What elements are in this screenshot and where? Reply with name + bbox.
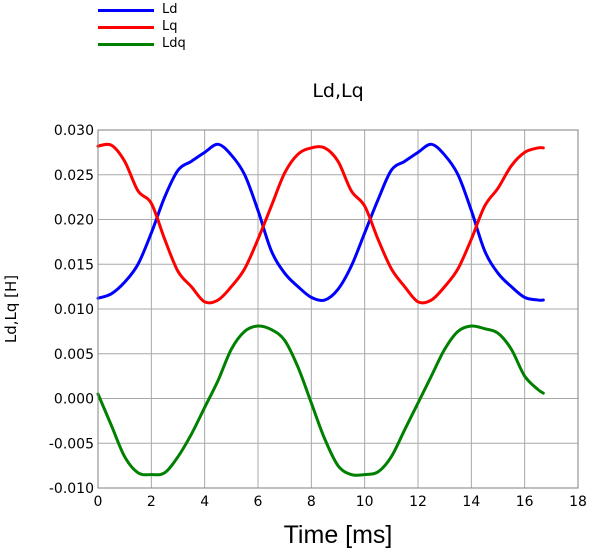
legend-swatch-ldq [98, 43, 154, 46]
y-tick-label: 0.000 [54, 392, 94, 408]
x-tick-label: 18 [569, 494, 587, 510]
x-tick-label: 14 [462, 494, 480, 510]
legend-label-ld: Ld [162, 2, 178, 17]
axes-layer: 0 2 4 6 8 10 12 14 16 18 -0.010 -0.005 0.000 0.005 0.0… [49, 123, 587, 510]
plot-border [97, 129, 579, 489]
series-line-ld [96, 142, 545, 303]
y-tick-label: 0.025 [54, 168, 94, 184]
x-tick-label: 16 [516, 494, 534, 510]
series-line-ldq [96, 324, 545, 477]
x-tick-label: 10 [356, 494, 374, 510]
legend-swatch-ld [98, 9, 154, 12]
x-tick-label: 12 [409, 494, 427, 510]
legend-item-ldq: Ldq [98, 36, 238, 53]
y-tick-label: 0.005 [54, 347, 94, 363]
y-tick-label: 0.010 [54, 302, 94, 318]
legend-item-ld: Ld [98, 2, 238, 19]
chart-title: Ld,Lq [312, 80, 364, 102]
x-tick-label: 0 [94, 494, 103, 510]
y-tick-label: 0.030 [54, 123, 94, 139]
y-tick-label: -0.005 [49, 436, 94, 452]
x-tick-label: 2 [147, 494, 156, 510]
y-tick-label: 0.020 [54, 213, 94, 229]
x-tick-label: 4 [200, 494, 209, 510]
series-layer [96, 142, 545, 477]
series-line-lq [96, 142, 545, 305]
legend: Ld Lq Ldq [98, 2, 238, 53]
grid-lines [98, 130, 578, 488]
x-tick-label: 8 [307, 494, 316, 510]
legend-label-lq: Lq [162, 19, 178, 34]
x-axis-label: Time [ms] [283, 521, 393, 549]
legend-swatch-lq [98, 26, 154, 29]
y-axis-label: Ld,Lq [H] [2, 274, 20, 344]
legend-label-ldq: Ldq [162, 36, 186, 51]
y-tick-label: -0.010 [49, 481, 94, 497]
y-tick-label: 0.015 [54, 257, 94, 273]
x-tick-label: 6 [254, 494, 263, 510]
legend-item-lq: Lq [98, 19, 238, 36]
